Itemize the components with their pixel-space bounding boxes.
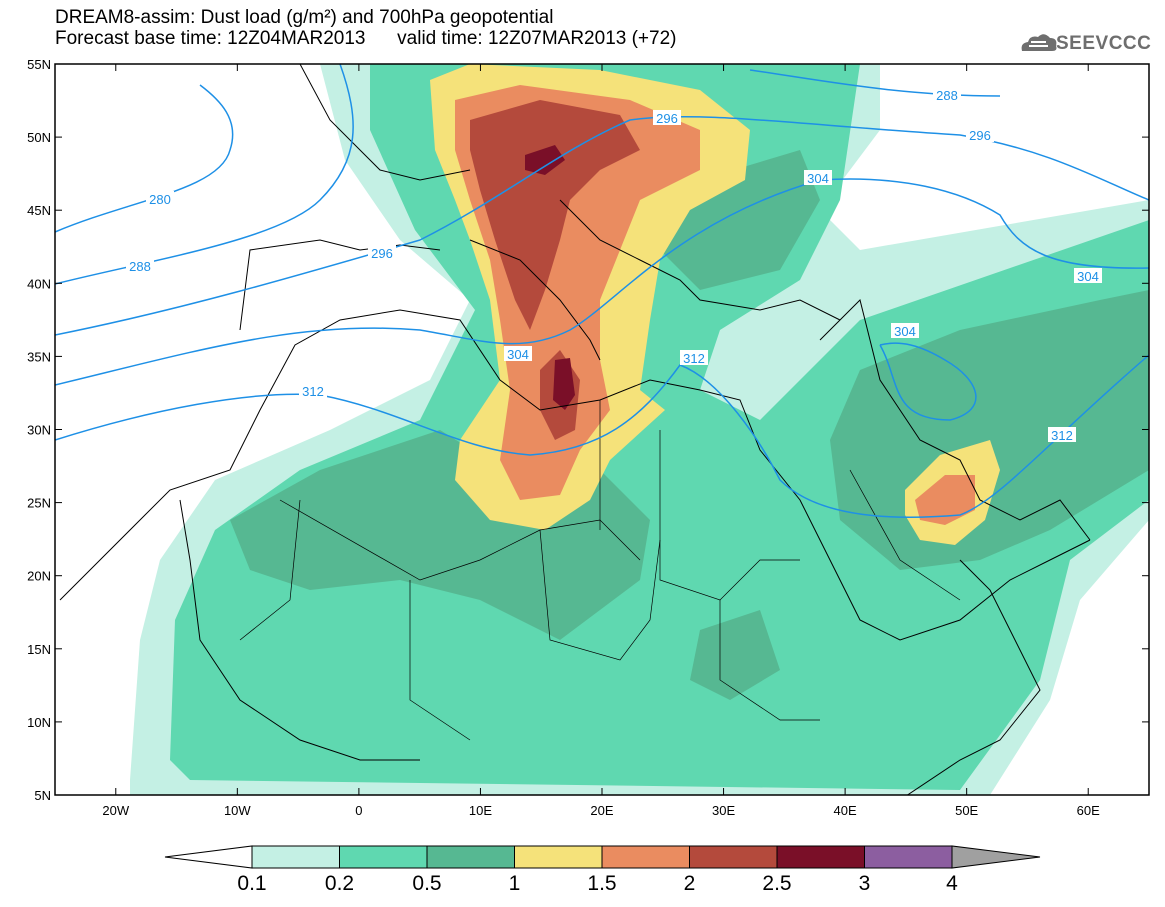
lat-tick-label: 50N xyxy=(27,130,51,145)
lon-tick-label: 20W xyxy=(102,803,129,818)
colorbar-label: 1.5 xyxy=(587,872,616,895)
lat-tick-label: 20N xyxy=(27,569,51,584)
colorbar-label: 1 xyxy=(509,872,521,895)
contour-288-north xyxy=(749,69,1001,97)
contour-label-bg xyxy=(1074,268,1102,283)
lat-tick-label: 10N xyxy=(27,715,51,730)
contour-label: 312 xyxy=(302,384,324,399)
lat-tick-label: 45N xyxy=(27,203,51,218)
dust-band-2.5-south xyxy=(553,358,575,410)
colorbar-segment xyxy=(776,845,865,869)
cloud-icon xyxy=(1021,34,1057,51)
contour-304-east xyxy=(879,342,977,421)
colorbar-label: 2.5 xyxy=(762,872,791,895)
colorbar-segment xyxy=(514,845,603,869)
contour-labels: 280 288 288 296 296 296 304 304 304 304 312 312 312 xyxy=(126,87,1102,443)
colorbar-label: 0.1 xyxy=(237,872,266,895)
colorbar-segment xyxy=(251,845,340,869)
dust-load-field xyxy=(55,64,1149,795)
lon-tick-label: 30E xyxy=(712,803,735,818)
contour-label: 304 xyxy=(1077,269,1099,284)
colorbar-label: 0.5 xyxy=(412,872,441,895)
colorbar-segment xyxy=(689,845,778,869)
contour-label: 304 xyxy=(807,171,829,186)
contour-label-bg xyxy=(933,87,961,102)
lon-tick-label: 60E xyxy=(1077,803,1100,818)
dust-band-0.2 xyxy=(170,64,1149,790)
contour-label: 312 xyxy=(1051,428,1073,443)
dust-band-1.5-east xyxy=(915,475,975,525)
contour-label-bg xyxy=(1048,427,1076,442)
contour-label-bg xyxy=(891,323,919,338)
colorbar: 0.1 0.2 0.5 1 1.5 2 2.5 3 4 xyxy=(164,845,1041,895)
contour-label-bg xyxy=(680,350,708,365)
colorbar-under-triangle xyxy=(164,845,253,869)
colorbar-label: 3 xyxy=(859,872,871,895)
lat-tick-label: 15N xyxy=(27,642,51,657)
lon-tick-label: 40E xyxy=(834,803,857,818)
contour-label-bg xyxy=(146,191,174,206)
lon-tick-label: 10W xyxy=(224,803,251,818)
contour-label-bg xyxy=(653,110,681,125)
lat-tick-label: 5N xyxy=(34,788,51,803)
lat-tick-label: 55N xyxy=(27,57,51,72)
logo-text: SEEVCCC xyxy=(1056,33,1152,54)
contour-label: 296 xyxy=(656,111,678,126)
contour-label: 288 xyxy=(936,88,958,103)
contour-296 xyxy=(55,115,1149,336)
lon-tick-label: 10E xyxy=(469,803,492,818)
colorbar-segment xyxy=(864,845,953,869)
contour-label-bg xyxy=(299,383,327,398)
contour-label-bg xyxy=(368,245,396,260)
contour-label: 280 xyxy=(149,192,171,207)
contour-label: 296 xyxy=(371,246,393,261)
contour-304 xyxy=(55,178,1149,386)
colorbar-segment xyxy=(601,845,690,869)
coastlines xyxy=(59,64,1091,795)
contour-label: 304 xyxy=(507,347,529,362)
dust-band-0.5-south xyxy=(690,610,780,700)
forecast-time-subtitle: Forecast base time: 12Z04MAR2013 valid t… xyxy=(55,28,677,49)
contour-label: 312 xyxy=(683,351,705,366)
dust-band-2.5 xyxy=(525,145,565,175)
contour-280 xyxy=(55,84,234,233)
axis-ticks: 55N 50N 45N 40N 35N 30N 25N 20N 15N 10N 5N 20W 10W 0 1… xyxy=(27,57,1149,818)
contour-label-bg xyxy=(966,127,994,142)
contour-label-bg xyxy=(504,346,532,361)
contour-label: 288 xyxy=(129,259,151,274)
contour-label: 296 xyxy=(969,128,991,143)
lat-tick-label: 35N xyxy=(27,349,51,364)
lon-tick-label: 50E xyxy=(955,803,978,818)
contour-label-bg xyxy=(804,170,832,185)
contour-label: 304 xyxy=(894,324,916,339)
colorbar-label: 0.2 xyxy=(325,872,354,895)
lat-tick-label: 25N xyxy=(27,496,51,511)
colorbar-label: 4 xyxy=(946,872,958,895)
contour-label-bg xyxy=(126,258,154,273)
colorbar-label: 2 xyxy=(684,872,696,895)
lon-tick-label: 0 xyxy=(355,803,362,818)
dust-band-2 xyxy=(470,100,640,330)
lat-tick-label: 30N xyxy=(27,423,51,438)
chart-title: DREAM8-assim: Dust load (g/m²) and 700hP… xyxy=(55,7,554,28)
colorbar-over-triangle xyxy=(951,845,1041,869)
lat-tick-label: 40N xyxy=(27,276,51,291)
colorbar-segment xyxy=(339,845,428,869)
country-borders xyxy=(239,400,961,741)
colorbar-segment xyxy=(426,845,515,869)
lon-tick-label: 20E xyxy=(590,803,613,818)
